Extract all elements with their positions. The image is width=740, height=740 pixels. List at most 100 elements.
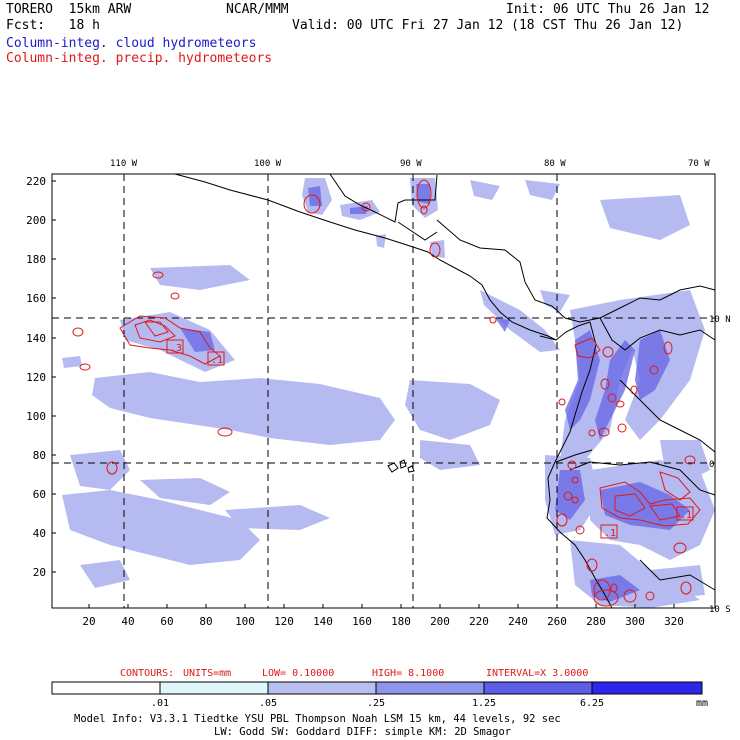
cloud-area: [420, 440, 480, 470]
precip-contour: [630, 385, 638, 395]
cloud-core: [350, 206, 368, 214]
precip-contour: [217, 427, 233, 437]
colorbar: .01 .05 .25 1.25 6.25 mm: [51, 681, 708, 709]
precip-contour: [79, 363, 91, 371]
precip-contour: [598, 427, 610, 437]
contour-interval: INTERVAL=X 3.0000: [486, 668, 588, 679]
contour-label: .1: [680, 510, 692, 521]
cloud-area: [140, 478, 230, 505]
y-tick: 180: [26, 253, 46, 266]
forecast-hour: Fcst: 18 h: [6, 18, 100, 33]
cloud-area: [92, 372, 395, 445]
border-ecuador: [555, 449, 593, 463]
x-tick: 180: [391, 615, 411, 628]
precip-contour: [575, 525, 585, 535]
precip-contour: [623, 589, 637, 603]
x-tick: 280: [586, 615, 606, 628]
cloud-core: [416, 184, 430, 204]
cloud-area: [405, 380, 500, 440]
contour-label: .3: [170, 343, 182, 354]
precip-contour: [649, 365, 659, 375]
precip-contour: [72, 327, 84, 337]
precip-contour: [416, 179, 432, 209]
y-tick-labels: 220 200 180 160 140 120 100 80 60 40 20: [26, 175, 46, 579]
precip-contour: [673, 542, 687, 554]
cloud-area: [225, 505, 330, 530]
precip-field-label: Column-integ. precip. hydrometeors: [6, 51, 273, 66]
precip-contour: [119, 315, 221, 365]
lon-label: 110 W: [110, 159, 138, 169]
precip-contour: [680, 581, 692, 595]
contour-label-boxes: .3 .1 .1 .1: [166, 339, 694, 539]
colorbar-swatch: [591, 681, 703, 695]
precip-contour: [600, 378, 610, 390]
border-peru: [569, 461, 716, 496]
precip-contour: [602, 346, 614, 358]
cloud-area: [470, 180, 500, 200]
precip-contour: [586, 558, 598, 572]
cloud-area: [600, 195, 690, 240]
map-frame: [51, 173, 716, 609]
precip-contour: [567, 460, 577, 470]
coastlines: [174, 173, 716, 609]
precip-contour: [303, 194, 321, 214]
precip-contour: [574, 337, 601, 359]
x-tick: 320: [664, 615, 684, 628]
cloud-core: [635, 330, 670, 400]
cloud-core: [180, 328, 215, 352]
precip-contour: [593, 589, 619, 607]
x-tick: 160: [352, 615, 372, 628]
x-tick: 200: [430, 615, 450, 628]
x-tick: 40: [121, 615, 134, 628]
y-tick: 220: [26, 175, 46, 188]
precip-contour: [617, 423, 627, 433]
model-info-line2: LW: Godd SW: Goddard DIFF: simple KM: 2D…: [214, 726, 511, 738]
contour-low: LOW= 0.10000: [262, 668, 334, 679]
contour-label: .1: [211, 355, 223, 366]
cloud-area: [62, 490, 260, 565]
precip-contour: [420, 205, 428, 215]
y-tick: 60: [33, 488, 46, 501]
x-tick: 100: [235, 615, 255, 628]
precip-contour: [152, 271, 164, 279]
x-tick: 20: [82, 615, 95, 628]
colorbar-swatch: [159, 681, 269, 695]
contour-info: CONTOURS: UNITS=mm LOW= 0.10000 HIGH= 8.…: [120, 668, 588, 679]
model-info-footer: Model Info: V3.3.1 Tiedtke YSU PBL Thomp…: [74, 713, 561, 738]
x-tick-labels: 20 40 60 80 100 120 140 160 180 200 220 …: [82, 615, 684, 628]
colorbar-label: .01: [151, 698, 169, 709]
model-title: TORERO 15km ARW: [6, 2, 132, 17]
precip-contour: [106, 461, 118, 475]
colorbar-swatch: [51, 681, 161, 695]
init-time: Init: 06 UTC Thu 26 Jan 12: [506, 2, 710, 17]
cloud-core: [590, 575, 640, 602]
longitude-labels: 110 W 100 W 90 W 80 W 70 W: [110, 159, 710, 169]
cloud-area: [70, 450, 130, 490]
colorbar-label: 1.25: [472, 698, 496, 709]
org-label: NCAR/MMM: [226, 2, 289, 17]
precip-contour: [429, 242, 441, 258]
precip-contour: [615, 400, 625, 408]
x-tick: 260: [547, 615, 567, 628]
cloud-area: [430, 240, 445, 258]
y-tick: 40: [33, 527, 46, 540]
y-tick: 200: [26, 214, 46, 227]
precip-contour: [607, 393, 617, 403]
lon-label: 90 W: [400, 159, 422, 169]
lat-label: 0: [709, 460, 714, 470]
border-mex-guat: [397, 221, 438, 241]
lon-label: 70 W: [688, 159, 710, 169]
colorbar-swatch: [267, 681, 377, 695]
colorbar-swatch: [375, 681, 485, 695]
precip-contour: [134, 319, 176, 343]
colorbar-swatch: [483, 681, 593, 695]
cloud-core: [595, 340, 635, 440]
x-tick: 120: [274, 615, 294, 628]
y-tick: 100: [26, 410, 46, 423]
cloud-core: [565, 330, 600, 430]
precip-contour: [170, 292, 180, 300]
x-tick: 240: [508, 615, 528, 628]
y-tick-marks: [52, 180, 56, 573]
cloud-area: [540, 290, 570, 312]
cloud-area: [62, 356, 82, 368]
